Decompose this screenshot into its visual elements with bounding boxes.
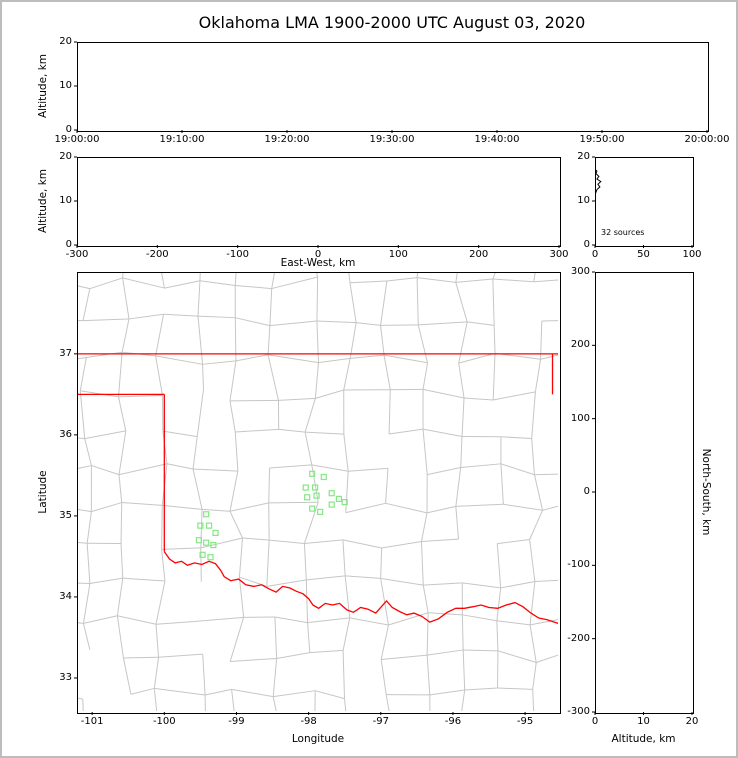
y-tick-label: 20 — [577, 151, 590, 162]
ns-panel-y-axis-label: North-South, km — [700, 448, 712, 536]
x-tick-label: 200 — [469, 249, 489, 260]
y-tick-label: 10 — [59, 80, 72, 91]
x-tick-label: -101 — [80, 716, 104, 727]
y-tick-label: 10 — [577, 195, 590, 206]
x-tick-label: 19:20:00 — [264, 134, 310, 145]
x-tick-label: -97 — [372, 716, 389, 727]
y-tick-label: 10 — [59, 195, 72, 206]
x-tick-label: 20 — [685, 716, 699, 727]
figure-title: Oklahoma LMA 1900-2000 UTC August 03, 20… — [198, 13, 586, 32]
x-tick-label: 20:00:00 — [684, 134, 730, 145]
y-tick-label: 35 — [59, 509, 72, 521]
x-tick-label: 19:40:00 — [474, 134, 520, 145]
x-tick-label: 19:10:00 — [159, 134, 205, 145]
map-y-axis-label: Latitude — [37, 470, 49, 514]
map-x-axis-label: Longitude — [291, 733, 345, 745]
x-tick-label: 19:00:00 — [54, 134, 100, 145]
y-tick-label: 0 — [65, 124, 72, 135]
y-tick-label: 20 — [59, 36, 72, 47]
y-tick-label: 0 — [583, 239, 590, 250]
plan-view-map-panel — [77, 272, 561, 714]
y-tick-label: 100 — [570, 412, 590, 424]
x-tick-label: 10 — [637, 716, 650, 727]
east-west-height-panel — [77, 157, 561, 247]
x-tick-label: -300 — [65, 249, 89, 260]
y-tick-label: 36 — [59, 428, 72, 440]
x-tick-label: 0 — [314, 249, 322, 260]
ns-panel-x-axis-label: Altitude, km — [611, 733, 676, 745]
x-tick-label: -100 — [226, 249, 249, 260]
y-tick-label: 37 — [59, 347, 72, 359]
source-count-annotation: 32 sources — [601, 228, 645, 237]
y-tick-label: -100 — [567, 559, 590, 571]
x-tick-label: 100 — [388, 249, 408, 260]
x-tick-label: 0 — [591, 716, 599, 727]
y-tick-label: 0 — [65, 239, 72, 250]
y-tick-label: -300 — [567, 706, 590, 717]
time-height-panel — [77, 42, 709, 132]
ew-panel-x-axis-label: East-West, km — [280, 257, 356, 269]
y-tick-label: 0 — [583, 486, 590, 497]
x-tick-label: 300 — [549, 249, 569, 260]
y-tick-label: 300 — [570, 266, 590, 277]
x-tick-label: -95 — [516, 716, 534, 727]
x-tick-label: 0 — [591, 249, 599, 260]
x-tick-label: -99 — [228, 716, 245, 727]
north-south-height-panel — [595, 272, 694, 714]
x-tick-label: 50 — [637, 249, 650, 260]
y-tick-label: 34 — [59, 590, 72, 602]
x-tick-label: 19:50:00 — [579, 134, 625, 145]
y-tick-label: -200 — [567, 632, 590, 644]
x-tick-label: 100 — [682, 249, 702, 260]
x-tick-label: -200 — [145, 249, 169, 260]
y-tick-label: 33 — [59, 671, 72, 683]
x-tick-label: -100 — [152, 716, 176, 727]
x-tick-label: 19:30:00 — [369, 134, 415, 145]
x-tick-label: -98 — [300, 716, 317, 727]
y-tick-label: 20 — [59, 151, 72, 162]
x-tick-label: -96 — [444, 716, 462, 727]
y-tick-label: 200 — [570, 339, 590, 351]
